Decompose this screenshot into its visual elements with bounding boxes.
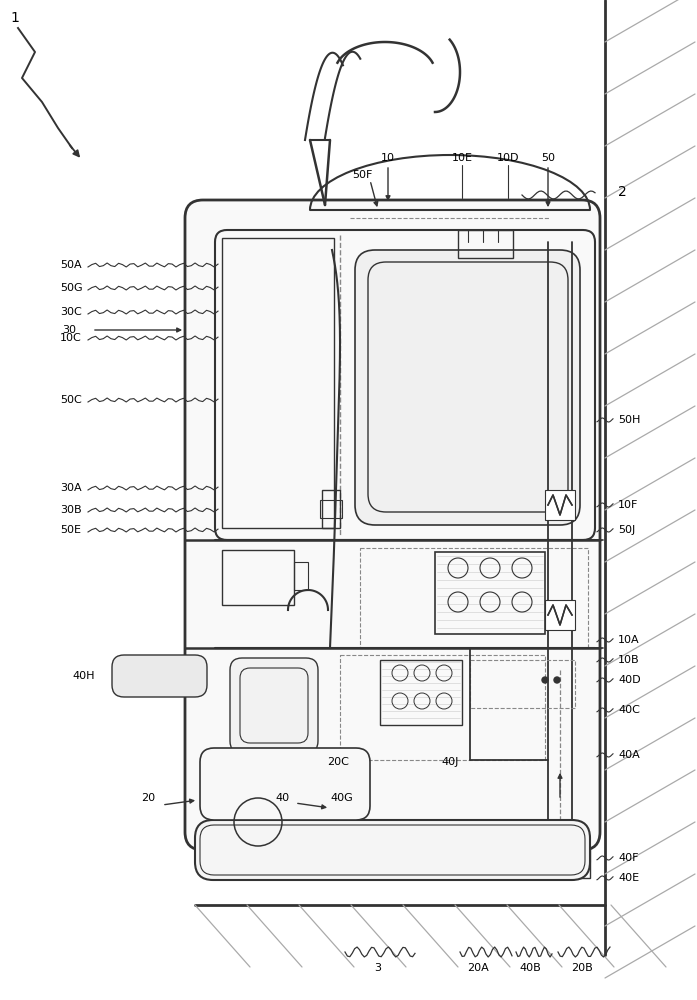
Text: 50: 50: [541, 153, 555, 163]
Text: 10F: 10F: [618, 500, 638, 510]
FancyBboxPatch shape: [185, 200, 600, 850]
Text: 30C: 30C: [60, 307, 82, 317]
Text: 30B: 30B: [60, 505, 82, 515]
Text: 40E: 40E: [618, 873, 639, 883]
Text: 10A: 10A: [618, 635, 640, 645]
Circle shape: [542, 677, 548, 683]
Bar: [545, 490, 575, 520]
Text: 10C: 10C: [60, 333, 82, 343]
Bar: [322, 490, 340, 528]
FancyBboxPatch shape: [195, 820, 590, 880]
Bar: [222, 550, 294, 605]
Text: 50E: 50E: [60, 525, 81, 535]
Text: 10B: 10B: [618, 655, 640, 665]
Bar: [458, 230, 513, 258]
Bar: [540, 860, 575, 870]
Text: 10: 10: [381, 153, 395, 163]
Bar: [530, 855, 585, 873]
Bar: [525, 848, 590, 878]
FancyBboxPatch shape: [355, 250, 580, 525]
Text: 20: 20: [141, 793, 155, 803]
Text: 20A: 20A: [467, 963, 489, 973]
Text: 20C: 20C: [327, 757, 349, 767]
Text: 50J: 50J: [618, 525, 635, 535]
Bar: [222, 238, 334, 528]
Bar: [340, 655, 545, 760]
Text: 40H: 40H: [72, 671, 95, 681]
Text: 40J: 40J: [441, 757, 459, 767]
Text: 50H: 50H: [618, 415, 641, 425]
Bar: [380, 660, 462, 725]
Text: 10E: 10E: [452, 153, 473, 163]
Text: 50G: 50G: [60, 283, 83, 293]
Bar: [294, 562, 308, 590]
Circle shape: [554, 677, 560, 683]
Text: 50A: 50A: [60, 260, 82, 270]
Bar: [360, 548, 588, 648]
FancyBboxPatch shape: [200, 748, 370, 820]
Text: 40D: 40D: [618, 675, 641, 685]
Bar: [470, 660, 575, 708]
Text: 40: 40: [275, 793, 289, 803]
Bar: [435, 552, 545, 634]
Text: 20B: 20B: [571, 963, 593, 973]
Text: 30: 30: [62, 325, 76, 335]
Text: 3: 3: [374, 963, 381, 973]
Text: 10D: 10D: [497, 153, 519, 163]
FancyBboxPatch shape: [230, 658, 318, 753]
Text: 50C: 50C: [60, 395, 82, 405]
Bar: [320, 500, 342, 518]
Text: 40A: 40A: [618, 750, 640, 760]
Text: 40G: 40G: [330, 793, 353, 803]
Text: 2: 2: [618, 185, 627, 199]
Text: 50F: 50F: [352, 170, 372, 180]
Text: 40F: 40F: [618, 853, 638, 863]
Bar: [545, 600, 575, 630]
Text: 40B: 40B: [519, 963, 541, 973]
FancyBboxPatch shape: [112, 655, 207, 697]
Text: 40C: 40C: [618, 705, 640, 715]
Text: 1: 1: [10, 11, 19, 25]
Text: 30A: 30A: [60, 483, 82, 493]
